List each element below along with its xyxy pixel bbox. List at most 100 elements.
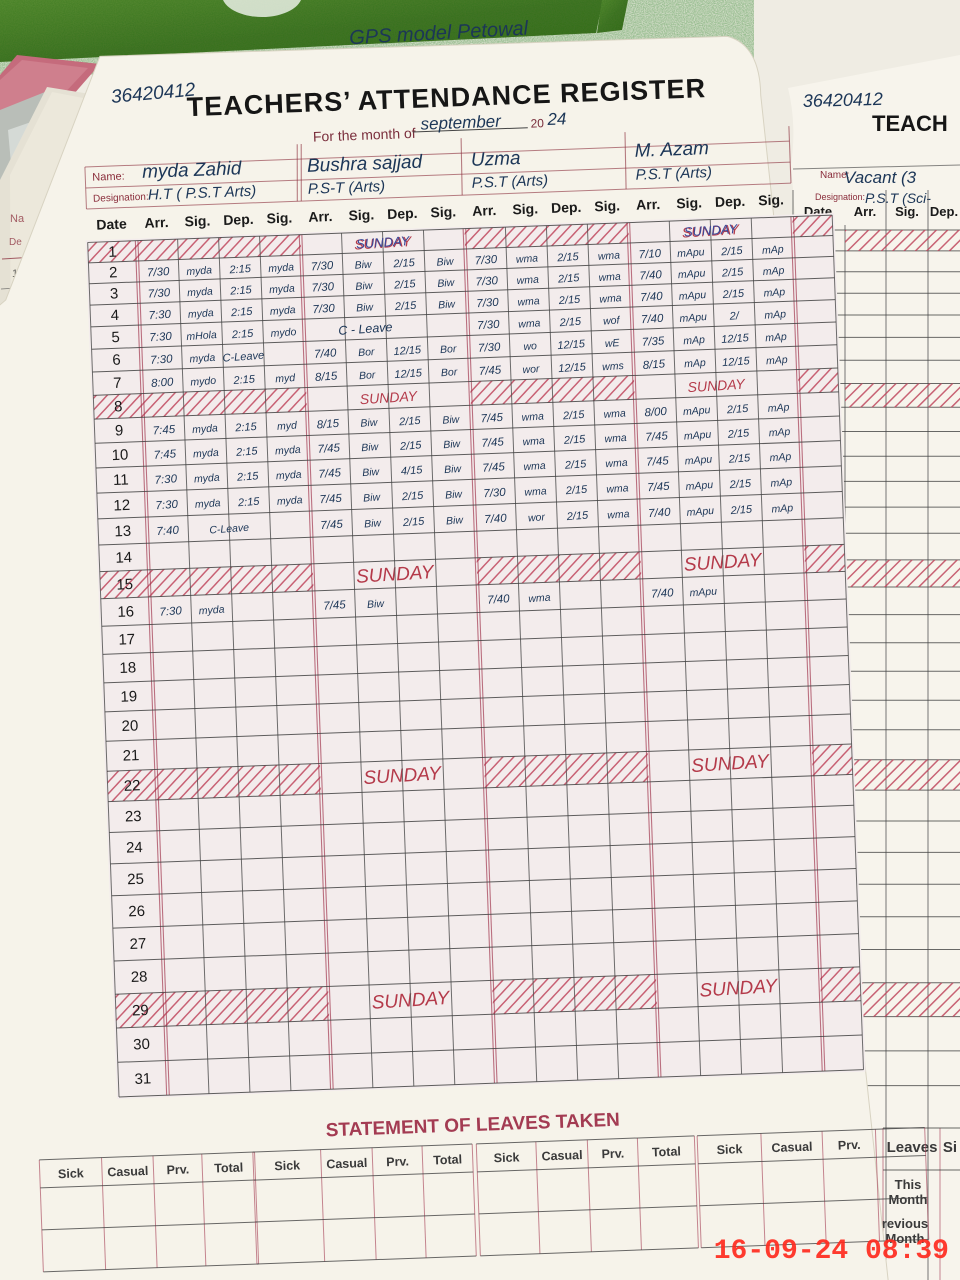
svg-text:7/30: 7/30 [474,254,498,268]
svg-text:5: 5 [111,329,120,346]
svg-text:2/15: 2/15 [556,251,580,265]
svg-text:Sig.: Sig. [895,204,919,219]
svg-text:2/15: 2/15 [557,272,581,286]
svg-text:Biw: Biw [446,514,465,527]
svg-text:7/30: 7/30 [147,266,171,280]
svg-text:26: 26 [128,903,145,921]
svg-text:2/15: 2/15 [564,484,588,498]
svg-text:7/45: 7/45 [482,461,506,475]
svg-text:mAp: mAp [768,426,791,440]
svg-text:8/00: 8/00 [644,406,668,420]
svg-text:mApu: mApu [686,505,714,519]
svg-text:2/15: 2/15 [562,409,586,423]
svg-text:mApu: mApu [685,479,713,493]
svg-text:myda: myda [189,352,216,366]
svg-text:Sig.: Sig. [758,191,784,208]
svg-text:Dep.: Dep. [387,205,418,222]
svg-text:7/45: 7/45 [323,599,347,613]
svg-text:7/40: 7/40 [484,513,508,527]
svg-text:7/40: 7/40 [314,347,338,361]
svg-text:Biw: Biw [436,255,455,268]
svg-text:2/15: 2/15 [721,266,745,280]
svg-text:myd: myd [275,372,297,385]
svg-text:Designation:: Designation: [815,192,865,202]
svg-text:12/15: 12/15 [721,332,750,346]
svg-text:2/15: 2/15 [721,288,745,302]
svg-text:7/45: 7/45 [645,430,669,444]
svg-text:36420412: 36420412 [803,89,884,111]
svg-text:Designation:: Designation: [93,192,149,205]
svg-text:mAp: mAp [766,354,789,368]
svg-text:28: 28 [130,968,147,986]
svg-text:9: 9 [115,422,124,439]
svg-text:7/30: 7/30 [311,260,335,274]
svg-text:myda Zahid: myda Zahid [142,158,243,183]
svg-text:15: 15 [116,576,133,594]
svg-text:Arr.: Arr. [308,208,333,225]
svg-text:7/45: 7/45 [647,481,671,495]
svg-text:Bor: Bor [359,369,377,382]
svg-text:wor: wor [522,363,540,376]
svg-text:Total: Total [652,1144,681,1159]
svg-text:Biw: Biw [354,258,373,271]
svg-text:12/15: 12/15 [722,355,751,369]
svg-text:Dep.: Dep. [715,193,746,210]
svg-text:myda: myda [269,304,296,318]
svg-text:wma: wma [598,271,621,285]
svg-text:7/40: 7/40 [640,291,664,305]
svg-text:2/15: 2/15 [399,439,423,453]
svg-text:2/15: 2/15 [400,490,424,504]
svg-text:wma: wma [599,292,622,306]
svg-text:mAp: mAp [764,308,787,322]
svg-text:Arr.: Arr. [636,196,661,213]
svg-text:mApu: mApu [678,267,706,281]
svg-text:myda: myda [187,285,214,299]
svg-text:Bushra sajjad: Bushra sajjad [307,152,424,177]
svg-text:12/15: 12/15 [394,367,423,381]
svg-text:Biw: Biw [361,441,380,454]
svg-text:mAp: mAp [767,401,790,415]
svg-text:Biw: Biw [360,416,379,429]
svg-text:25: 25 [127,871,144,889]
svg-text:7/40: 7/40 [648,507,672,521]
svg-text:wma: wma [597,249,620,263]
svg-text:7/45: 7/45 [480,412,504,426]
svg-text:Biw: Biw [363,491,382,504]
svg-text:7/45: 7/45 [318,467,342,481]
svg-text:myda: myda [268,261,295,275]
svg-text:2/15: 2/15 [558,316,582,330]
svg-text:Arr.: Arr. [472,202,497,219]
svg-text:Date: Date [96,215,127,232]
svg-text:P.S-T (Arts): P.S-T (Arts) [308,178,386,198]
svg-text:30: 30 [133,1036,150,1054]
svg-text:Casual: Casual [541,1148,582,1163]
svg-text:2:15: 2:15 [234,421,258,435]
svg-text:2/15: 2/15 [392,257,416,271]
svg-text:3: 3 [110,285,119,302]
svg-text:19: 19 [120,688,137,706]
svg-text:Sick: Sick [493,1150,519,1165]
svg-text:Sick: Sick [274,1158,300,1173]
svg-text:mAp: mAp [765,331,788,345]
svg-text:11: 11 [113,471,129,489]
svg-text:Biw: Biw [437,277,456,290]
svg-text:Biw: Biw [445,488,464,501]
svg-text:Biw: Biw [438,298,457,311]
svg-text:7/45: 7/45 [646,455,670,469]
svg-text:mAp: mAp [769,451,792,465]
svg-text:TEACH: TEACH [872,111,948,136]
svg-text:Arr.: Arr. [144,214,169,231]
svg-text:7/45: 7/45 [317,442,341,456]
svg-text:wma: wma [605,457,628,471]
svg-text:Sick: Sick [58,1166,84,1181]
svg-text:7/40: 7/40 [639,269,663,283]
svg-text:4: 4 [110,307,119,324]
svg-text:Sig.: Sig. [348,206,374,223]
svg-text:Biw: Biw [355,280,374,293]
svg-text:Biw: Biw [367,598,386,611]
svg-text:7:30: 7:30 [150,353,174,367]
svg-text:Biw: Biw [444,463,463,476]
svg-text:7/30: 7/30 [311,281,335,295]
svg-text:De: De [9,237,22,248]
svg-text:Casual: Casual [107,1164,148,1179]
